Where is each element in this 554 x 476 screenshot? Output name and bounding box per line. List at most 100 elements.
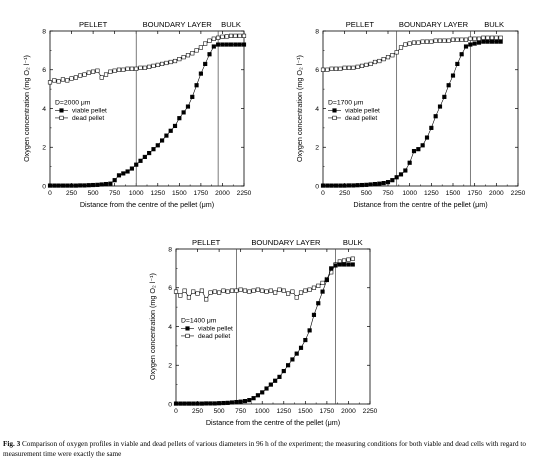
data-point-dead [494, 35, 499, 40]
data-point-viable [459, 52, 464, 57]
data-point-viable [195, 401, 200, 406]
data-point-dead [489, 35, 495, 40]
data-point-viable [251, 396, 256, 401]
data-point-dead [217, 290, 222, 295]
data-point-dead [211, 36, 216, 41]
data-point-viable [134, 162, 139, 167]
data-point-dead [294, 295, 299, 300]
data-point-viable [142, 154, 147, 160]
data-point-dead [316, 283, 321, 288]
data-point-viable [442, 94, 447, 99]
x-tick-label: 0 [48, 190, 52, 197]
x-tick-label: 1500 [298, 408, 313, 415]
data-point-dead [286, 291, 291, 296]
data-point-viable [125, 169, 130, 174]
data-point-dead [416, 40, 421, 45]
data-point-dead [195, 291, 200, 296]
data-point-viable [277, 374, 282, 379]
data-point-viable [433, 114, 438, 119]
data-point-dead [394, 50, 399, 55]
x-tick-label: 1000 [402, 190, 417, 197]
data-point-dead [260, 288, 265, 293]
x-tick-label: 1750 [320, 408, 335, 415]
data-point-viable [95, 182, 100, 187]
x-tick-label: 500 [361, 190, 372, 197]
data-point-dead [359, 63, 365, 68]
data-point-viable [325, 183, 330, 188]
x-tick-label: 0 [321, 190, 325, 197]
diameter-annotation: D=2000 μm [55, 100, 91, 107]
data-point-dead [264, 289, 269, 294]
data-point-viable [177, 116, 182, 121]
data-point-viable [455, 61, 460, 67]
data-point-viable [324, 277, 329, 283]
data-point-viable [238, 399, 243, 404]
data-point-dead [191, 289, 196, 294]
y-tick-label: 2 [168, 363, 172, 370]
data-point-dead [121, 67, 126, 72]
x-tick-label: 2250 [363, 408, 378, 415]
data-point-dead [173, 289, 179, 294]
data-point-viable [203, 61, 208, 67]
data-point-viable [416, 147, 421, 152]
data-point-viable [69, 183, 74, 188]
data-point-dead [268, 288, 273, 293]
x-axis-title: Distance from the centre of the pellet (… [353, 200, 487, 209]
data-point-dead [225, 289, 230, 294]
data-point-viable [286, 363, 291, 368]
data-point-viable [47, 183, 53, 188]
data-point-viable [368, 182, 373, 187]
data-point-dead [329, 66, 334, 71]
data-point-dead [207, 38, 212, 43]
x-tick-label: 1500 [446, 190, 461, 197]
data-point-dead [281, 288, 286, 293]
region-label: BULK [343, 238, 363, 247]
data-point-dead [142, 65, 147, 70]
data-point-viable [99, 182, 104, 187]
data-point-dead [329, 270, 334, 275]
x-tick-label: 1250 [276, 408, 291, 415]
data-point-viable [446, 83, 451, 88]
legend-marker [59, 108, 64, 113]
y-tick-label: 2 [42, 145, 46, 152]
data-point-viable [255, 393, 260, 398]
data-point-viable [450, 73, 456, 78]
data-point-viable [420, 143, 425, 148]
legend-marker [185, 333, 190, 338]
data-point-dead [351, 65, 356, 70]
data-point-viable [182, 401, 187, 406]
data-point-viable [208, 401, 213, 406]
data-point-viable [194, 83, 199, 88]
data-point-dead [186, 295, 192, 300]
data-point-viable [212, 401, 217, 406]
y-axis-title: Oxygen concentration (mg O₂ l⁻¹) [22, 55, 31, 162]
data-point-viable [290, 357, 295, 362]
data-point-dead [433, 38, 438, 43]
data-point-dead [472, 36, 477, 41]
data-point-viable [108, 181, 113, 186]
data-point-viable [229, 400, 235, 405]
data-point-dead [307, 287, 312, 292]
data-point-dead [125, 66, 130, 71]
legend-label: dead pellet [345, 115, 377, 122]
data-point-dead [52, 78, 57, 83]
legend-marker [185, 326, 190, 331]
data-point-viable [351, 183, 356, 188]
data-point-dead [241, 33, 247, 38]
data-point-dead [342, 258, 347, 263]
data-point-dead [69, 76, 74, 81]
x-tick-label: 1750 [194, 190, 209, 197]
data-point-dead [233, 33, 238, 38]
data-point-dead [320, 280, 325, 285]
x-tick-label: 2250 [237, 190, 252, 197]
x-tick-label: 1250 [150, 190, 165, 197]
data-point-viable [316, 301, 321, 306]
data-point-dead [47, 80, 53, 85]
x-tick-label: 250 [339, 190, 350, 197]
data-point-dead [151, 63, 156, 68]
data-point-dead [338, 66, 343, 71]
data-point-dead [129, 66, 134, 71]
data-point-viable [224, 42, 229, 47]
legend-label: dead pellet [72, 115, 104, 122]
data-point-viable [273, 378, 278, 383]
